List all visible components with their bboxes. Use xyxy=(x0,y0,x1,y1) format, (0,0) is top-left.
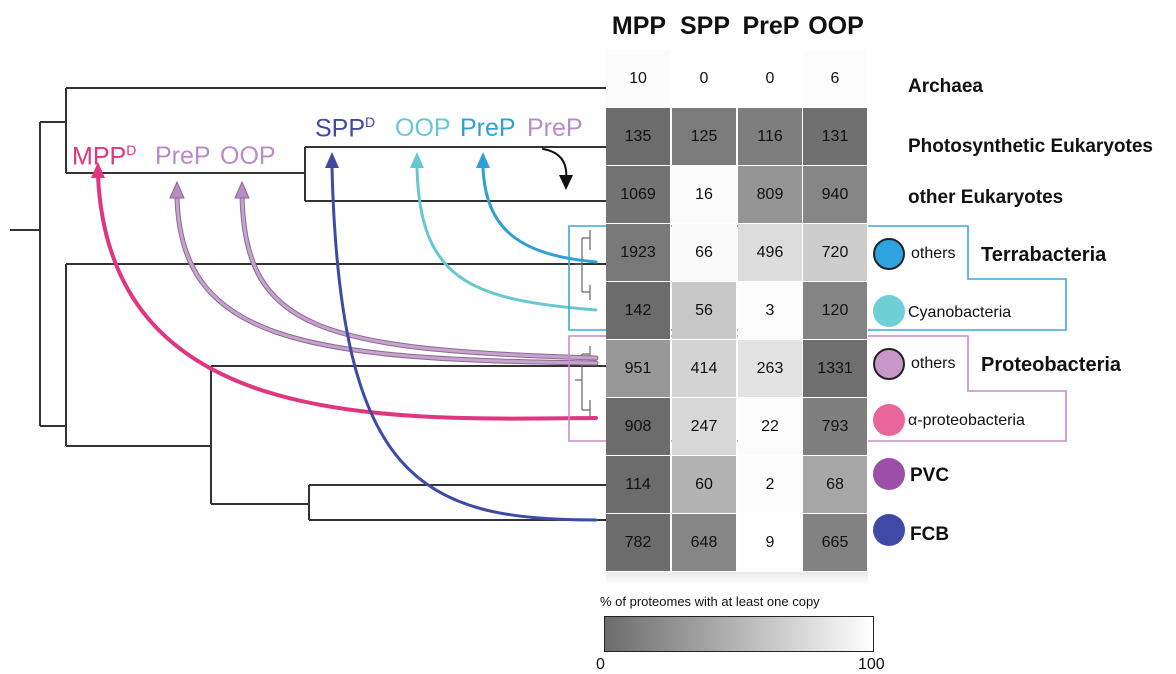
heatmap-cell: 0 xyxy=(672,50,737,108)
heatmap-cell: 496 xyxy=(738,224,803,282)
spp-arrow xyxy=(330,166,598,522)
row-label-pvc: PVC xyxy=(910,465,950,486)
heatmap-cell: 68 xyxy=(803,456,868,514)
fcb-dot xyxy=(873,514,905,546)
group-boxes xyxy=(568,225,1067,442)
row-label-alpha-proteobacteria: α-proteobacteria xyxy=(908,412,1025,429)
oop-left-label: OOP xyxy=(220,142,276,170)
prep-left-label: PreP xyxy=(155,142,211,170)
heatmap-cell: 131 xyxy=(803,108,868,166)
heatmap-cell: 809 xyxy=(738,166,803,224)
terrabacteria-box xyxy=(568,225,1067,331)
heatmap-cell: 114 xyxy=(606,456,671,514)
heatmap-cell: 116 xyxy=(738,108,803,166)
heatmap-cell: 782 xyxy=(606,514,671,572)
heatmap-cell: 9 xyxy=(738,514,803,572)
heatmap-cell: 263 xyxy=(738,340,803,398)
proteobacteria-box xyxy=(568,335,1067,442)
prep-mid-arrow xyxy=(481,166,598,264)
legend-gradient-bar xyxy=(604,616,874,652)
heatmap-bottom-fade xyxy=(606,572,868,586)
heatmap-cell: 665 xyxy=(803,514,868,572)
prep-right-label: PreP xyxy=(527,114,583,142)
heatmap-cell: 22 xyxy=(738,398,803,456)
heatmap-cell: 720 xyxy=(803,224,868,282)
heatmap-cell: 0 xyxy=(738,50,803,108)
oop-right-arrow xyxy=(415,166,598,312)
group-label-proteobacteria: Proteobacteria xyxy=(981,354,1122,376)
heatmap-cell: 66 xyxy=(672,224,737,282)
heatmap-cell: 1923 xyxy=(606,224,671,282)
heatmap-cell: 908 xyxy=(606,398,671,456)
row-label-archaea: Archaea xyxy=(908,76,983,97)
legend-title: % of proteomes with at least one copy xyxy=(600,594,820,609)
mpp-arrow-label: MPPD xyxy=(72,142,137,171)
prep-left-arrow xyxy=(175,194,598,365)
heatmap-cell: 247 xyxy=(672,398,737,456)
heatmap-cell: 16 xyxy=(672,166,737,224)
heatmap-cell: 135 xyxy=(606,108,671,166)
heatmap-cell: 125 xyxy=(672,108,737,166)
heatmap-cell: 940 xyxy=(803,166,868,224)
heatmap-cell: 60 xyxy=(672,456,737,514)
column-header-prep: PreP xyxy=(742,12,800,40)
terra-others-dot xyxy=(873,238,905,270)
spp-arrow-label: SPPD xyxy=(315,114,376,143)
legend-max: 100 xyxy=(858,656,885,673)
heatmap-cell: 56 xyxy=(672,282,737,340)
row-label-cyanobacteria: Cyanobacteria xyxy=(908,304,1012,321)
row-label-photosynthetic-eukaryotes: Photosynthetic Eukaryotes xyxy=(908,136,1153,157)
column-header-mpp: MPP xyxy=(611,12,667,40)
heatmap-cell: 793 xyxy=(803,398,868,456)
proteo-others-dot xyxy=(873,348,905,380)
prep-mid-label: PreP xyxy=(460,114,516,142)
group-label-terrabacteria: Terrabacteria xyxy=(981,244,1107,266)
oop-left-arrow xyxy=(240,194,598,360)
tree-branches xyxy=(10,87,606,521)
heatmap-cell: 3 xyxy=(738,282,803,340)
row-label-other-eukaryotes: other Eukaryotes xyxy=(908,187,1064,208)
heatmap-cell: 142 xyxy=(606,282,671,340)
column-header-spp: SPP xyxy=(679,12,731,40)
pvc-dot xyxy=(873,458,905,490)
heatmap-cell: 1069 xyxy=(606,166,671,224)
heatmap-cell: 414 xyxy=(672,340,737,398)
row-label-proteo-others: others xyxy=(911,355,956,372)
sub-trees xyxy=(575,230,591,418)
heatmap-cell: 6 xyxy=(803,50,868,108)
row-label-terra-others: others xyxy=(911,245,956,262)
row-label-fcb: FCB xyxy=(910,524,950,545)
alpha-proteobacteria-dot xyxy=(873,404,905,436)
heatmap-cell: 120 xyxy=(803,282,868,340)
heatmap-cell: 2 xyxy=(738,456,803,514)
heatmap-cell: 10 xyxy=(606,50,671,108)
oop-right-label: OOP xyxy=(395,114,451,142)
cyanobacteria-dot xyxy=(873,295,905,327)
heatmap-cell: 648 xyxy=(672,514,737,572)
column-header-oop: OOP xyxy=(808,12,864,40)
heatmap-cell: 951 xyxy=(606,340,671,398)
mpp-arrow xyxy=(96,174,598,421)
heatmap-cell: 1331 xyxy=(803,340,868,398)
transfer-arrows xyxy=(91,148,599,522)
legend-min: 0 xyxy=(596,656,605,673)
